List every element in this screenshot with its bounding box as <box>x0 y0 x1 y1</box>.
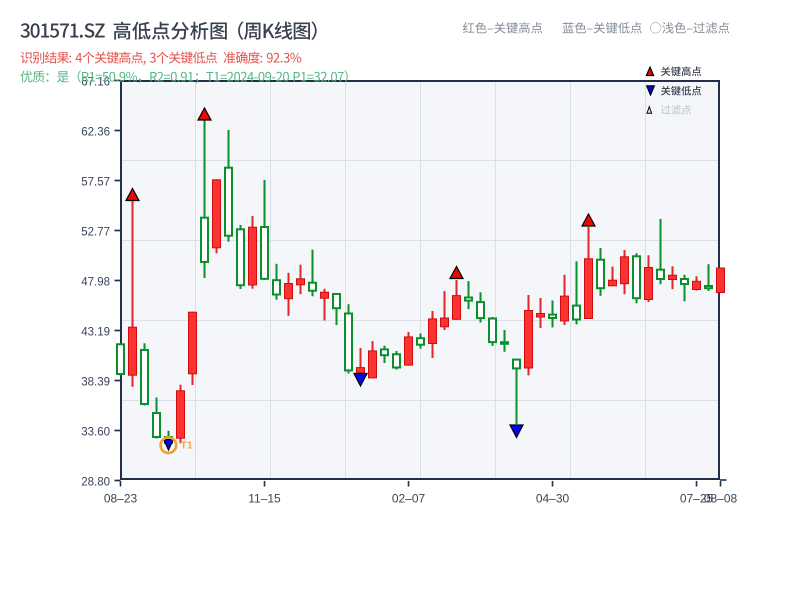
svg-text:43.19: 43.19 <box>81 327 110 339</box>
svg-text:57.57: 57.57 <box>81 177 110 189</box>
svg-text:33.60: 33.60 <box>81 427 110 439</box>
svg-text:52.77: 52.77 <box>81 227 110 239</box>
svg-text:11–15: 11–15 <box>248 491 281 505</box>
svg-text:67.16: 67.16 <box>81 77 110 89</box>
svg-text:08–08: 08–08 <box>704 491 738 505</box>
svg-text:62.36: 62.36 <box>81 127 110 139</box>
svg-text:07–25: 07–25 <box>680 491 714 505</box>
svg-text:47.98: 47.98 <box>81 277 110 289</box>
svg-text:04–30: 04–30 <box>536 491 570 505</box>
svg-text:28.80: 28.80 <box>81 477 110 489</box>
svg-text:38.39: 38.39 <box>81 377 110 389</box>
svg-text:08–23: 08–23 <box>104 491 138 505</box>
svg-text:02–07: 02–07 <box>392 491 426 505</box>
svg-text:T1: T1 <box>181 440 193 452</box>
